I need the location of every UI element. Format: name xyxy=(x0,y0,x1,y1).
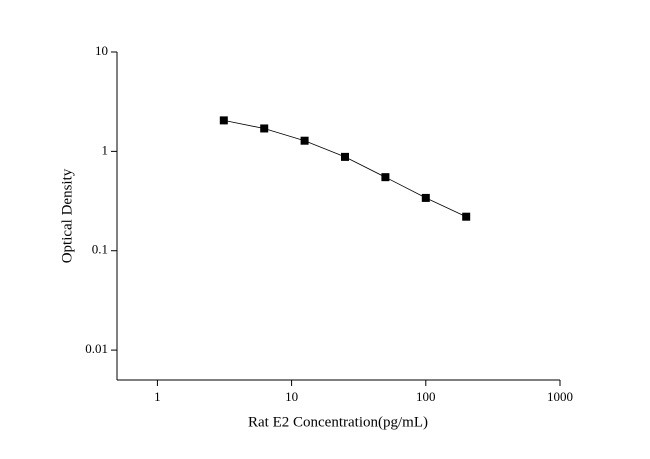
y-axis-title: Optical Density xyxy=(59,168,75,263)
point xyxy=(341,152,350,161)
point xyxy=(219,116,228,125)
point xyxy=(381,173,390,182)
x-tick-label: 10 xyxy=(285,389,298,404)
point xyxy=(300,136,309,145)
point xyxy=(421,193,430,202)
x-tick-label: 1 xyxy=(154,389,161,404)
y-tick-label: 1 xyxy=(102,142,109,157)
point xyxy=(462,212,471,221)
x-axis-title: Rat E2 Concentration(pg/mL) xyxy=(248,414,428,430)
point xyxy=(260,124,269,133)
x-tick-label: 100 xyxy=(416,389,436,404)
y-tick-label: 0.01 xyxy=(85,341,108,356)
y-tick-label: 10 xyxy=(95,43,108,58)
x-tick-label: 1000 xyxy=(547,389,573,404)
y-tick-label: 0.1 xyxy=(92,242,108,257)
